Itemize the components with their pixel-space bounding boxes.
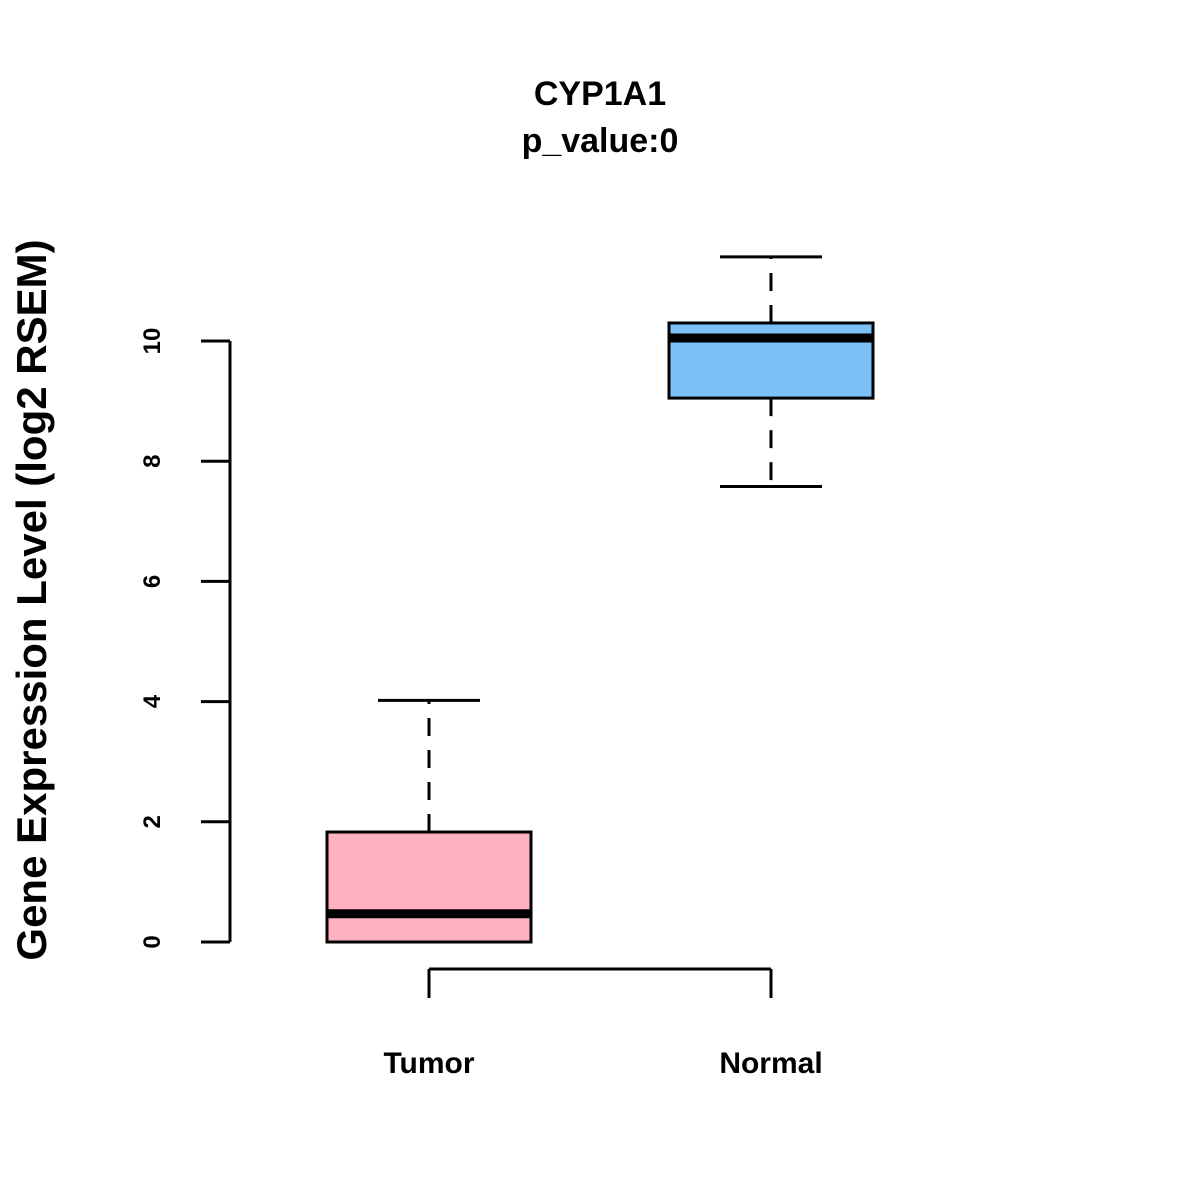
x-tick-label-tumor: Tumor [383, 1047, 474, 1080]
y-tick-label-2: 2 [139, 815, 166, 828]
chart-title: CYP1A1 [534, 75, 666, 113]
y-tick-label-8: 8 [139, 455, 166, 468]
x-tick-label-normal: Normal [719, 1047, 822, 1080]
y-tick-label-6: 6 [139, 575, 166, 588]
tumor-box [325, 830, 533, 944]
y-tick-label-0: 0 [139, 935, 166, 948]
y-axis: 0 2 4 6 8 10 [139, 328, 232, 949]
y-axis-label: Gene Expression Level (log2 RSEM) [8, 239, 55, 960]
chart-subtitle: p_value:0 [522, 122, 679, 160]
x-axis: Tumor Normal [383, 967, 823, 1080]
y-tick-label-4: 4 [139, 694, 166, 708]
box-group [325, 255, 875, 944]
y-tick-label-10: 10 [139, 328, 166, 355]
